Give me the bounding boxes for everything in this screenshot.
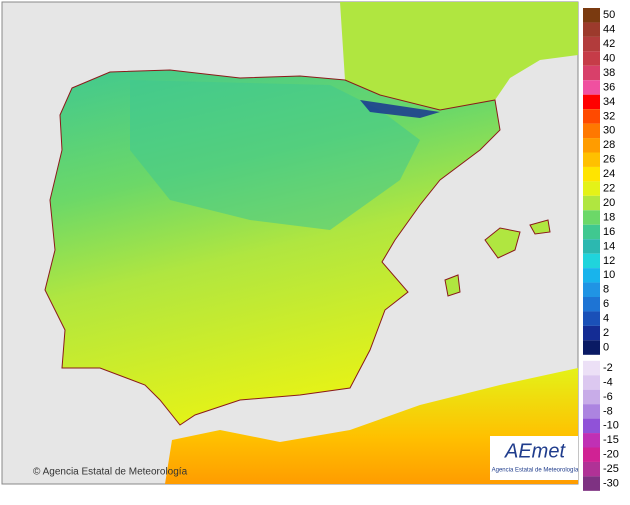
legend-swatch bbox=[583, 181, 600, 196]
legend-swatch bbox=[583, 340, 600, 355]
legend-label: 10 bbox=[603, 269, 615, 281]
legend-swatch bbox=[583, 433, 600, 448]
legend-swatch bbox=[583, 476, 600, 491]
legend-label: 28 bbox=[603, 139, 615, 151]
legend-swatch bbox=[583, 36, 600, 52]
legend-label: 32 bbox=[603, 110, 615, 122]
legend-label: 22 bbox=[603, 183, 615, 195]
legend-label: 26 bbox=[603, 154, 615, 166]
legend-swatch bbox=[583, 8, 600, 23]
legend-label: 20 bbox=[603, 197, 615, 209]
legend-label: 14 bbox=[603, 240, 615, 252]
legend: 5044424038363432302826242220181614121086… bbox=[583, 8, 619, 491]
legend-label: -25 bbox=[603, 463, 619, 475]
legend-label: -6 bbox=[603, 391, 613, 403]
legend-swatch bbox=[583, 65, 600, 81]
legend-swatch bbox=[583, 311, 600, 326]
legend-swatch bbox=[583, 268, 600, 283]
credit: © Agencia Estatal de Meteorología bbox=[33, 467, 188, 478]
legend-label: 8 bbox=[603, 284, 609, 296]
legend-swatch bbox=[583, 325, 600, 341]
legend-swatch bbox=[583, 447, 600, 462]
legend-label: 30 bbox=[603, 125, 615, 137]
pyrenees bbox=[360, 100, 440, 118]
legend-label: -30 bbox=[603, 478, 619, 490]
legend-swatch bbox=[583, 94, 600, 110]
legend-label: 40 bbox=[603, 52, 615, 64]
legend-swatch bbox=[583, 282, 600, 297]
france bbox=[340, 2, 578, 110]
legend-swatch bbox=[583, 22, 600, 37]
legend-swatch bbox=[583, 80, 600, 95]
legend-label: 6 bbox=[603, 298, 609, 310]
legend-label: 44 bbox=[603, 24, 615, 36]
africa bbox=[165, 368, 578, 484]
legend-label: -10 bbox=[603, 420, 619, 432]
legend-label: 16 bbox=[603, 226, 615, 238]
logo: AEmet bbox=[504, 440, 566, 462]
legend-swatch bbox=[583, 109, 600, 124]
legend-swatch bbox=[583, 360, 600, 376]
logo-subtitle: Agencia Estatal de Meteorología bbox=[492, 468, 579, 474]
legend-swatch bbox=[583, 138, 600, 153]
legend-swatch bbox=[583, 224, 600, 240]
plateau bbox=[130, 80, 420, 230]
legend-swatch bbox=[583, 123, 600, 139]
legend-label: 42 bbox=[603, 38, 615, 50]
legend-label: 36 bbox=[603, 81, 615, 93]
legend-swatch bbox=[583, 51, 600, 66]
legend-label: 24 bbox=[603, 168, 615, 180]
legend-swatch bbox=[583, 389, 600, 405]
legend-label: -15 bbox=[603, 434, 619, 446]
legend-swatch bbox=[583, 404, 600, 419]
legend-label: 38 bbox=[603, 67, 615, 79]
legend-swatch bbox=[583, 166, 600, 182]
legend-label: 12 bbox=[603, 255, 615, 267]
legend-swatch bbox=[583, 461, 600, 477]
legend-label: -8 bbox=[603, 405, 613, 417]
legend-label: 4 bbox=[603, 313, 609, 325]
legend-label: 18 bbox=[603, 211, 615, 223]
legend-label: 50 bbox=[603, 9, 615, 21]
legend-swatch bbox=[583, 152, 600, 167]
legend-label: -2 bbox=[603, 362, 613, 374]
legend-swatch bbox=[583, 253, 600, 269]
logo-box bbox=[490, 436, 578, 480]
legend-swatch bbox=[583, 418, 600, 434]
map: AEmet Agencia Estatal de Meteorología © … bbox=[1, 1, 579, 485]
legend-label: 2 bbox=[603, 327, 609, 339]
legend-swatch bbox=[583, 375, 600, 390]
legend-swatch bbox=[583, 195, 600, 211]
legend-label: -20 bbox=[603, 449, 619, 461]
legend-swatch bbox=[583, 210, 600, 225]
legend-swatch bbox=[583, 297, 600, 312]
balearics bbox=[444, 219, 551, 297]
legend-label: -4 bbox=[603, 376, 613, 388]
legend-label: 34 bbox=[603, 96, 615, 108]
legend-label: 0 bbox=[603, 341, 609, 353]
legend-swatch bbox=[583, 239, 600, 254]
